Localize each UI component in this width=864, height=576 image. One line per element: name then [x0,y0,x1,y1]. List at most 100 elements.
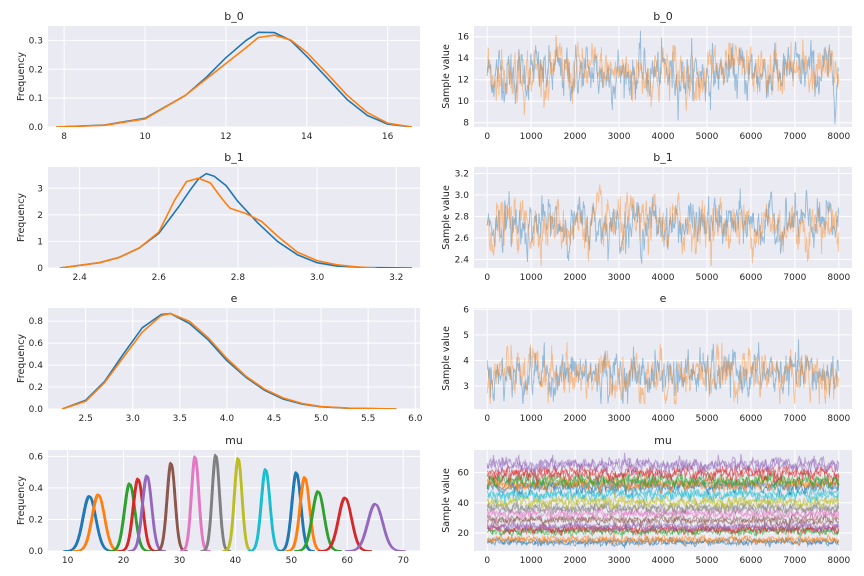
y-axis-label: Frequency [16,193,27,242]
mu-trace-line [486,500,840,516]
x-tick-label: 8000 [827,273,850,283]
panel-title: e [231,292,238,305]
b1_trace-panel: 0 1000 2000 3000 4000 5000 6000 7000 8000 2.4 2.6 2… [441,151,852,283]
mu-kde-line [286,476,325,551]
mu-kde-line [200,453,230,551]
b1_kde-panel: 2.4 2.6 2.8 3.0 3.2 0 1 2 3 b_1 Frequency [16,151,420,283]
trace-line-chain-1 [486,339,840,405]
mu_trace-series-group [486,452,840,550]
y-tick-label: 2.8 [455,212,470,222]
y-tick-label: 5 [463,331,469,341]
x-tick-label: 60 [342,556,354,566]
y-tick-label: 0.2 [29,515,43,525]
mu-kde-line [295,491,342,551]
y-axis-label: Frequency [16,334,27,383]
b0_trace-series-group [486,30,840,125]
x-tick-label: 2.8 [231,273,246,283]
mu-kde-line [109,483,152,551]
y-tick-label: 2.4 [455,255,470,265]
x-tick-label: 2.4 [72,273,87,283]
y-tick-label: 60 [458,469,470,479]
trace-line-chain-2 [486,342,840,405]
y-axis-label: Frequency [16,52,27,101]
x-tick-label: 6000 [739,556,762,566]
b0_kde-panel: 8 10 12 14 16 0.0 0.1 0.2 0.3 b_0 Frequency [16,10,420,142]
mu-kde-line [119,478,158,551]
x-tick-label: 6000 [739,132,762,142]
x-tick-label: 1000 [520,556,543,566]
x-tick-label: 4000 [652,556,675,566]
x-tick-label: 2.5 [79,414,93,424]
x-tick-label: 5000 [696,132,719,142]
y-tick-label: 0 [37,264,43,274]
y-axis-label: Sample value [441,44,452,109]
mu-kde-line [319,497,372,551]
x-tick-label: 4.5 [267,414,281,424]
y-tick-label: 0.2 [29,383,43,393]
mu_kde-series-group [63,453,406,551]
e_kde-series-group [61,312,397,409]
mu-kde-line [249,469,284,551]
mu-kde-line [223,458,254,551]
mu-kde-line [285,475,324,551]
x-tick-label: 4000 [652,414,675,424]
x-tick-label: 0 [484,132,490,142]
mu-kde-line [277,471,314,551]
b1_kde-plot-area [48,167,420,268]
trace-line-chain-2 [486,184,840,267]
x-tick-label: 2000 [564,414,587,424]
y-tick-label: 3.2 [455,169,469,179]
x-tick-label: 6.0 [408,414,423,424]
x-tick-label: 2000 [564,556,587,566]
x-tick-label: 0 [484,414,490,424]
x-tick-label: 3.0 [126,414,141,424]
x-tick-label: 6000 [739,414,762,424]
y-tick-label: 0.6 [29,339,44,349]
mu-kde-line [154,461,187,551]
y-axis-label: Sample value [441,185,452,250]
y-tick-label: 20 [458,529,470,539]
x-tick-label: 50 [286,556,298,566]
y-tick-label: 40 [458,499,470,509]
x-tick-label: 14 [301,132,313,142]
x-tick-label: 1000 [520,132,543,142]
y-axis-label: Sample value [441,468,452,533]
mu-trace-line [486,493,840,512]
x-tick-label: 3.0 [310,273,325,283]
x-tick-label: 6000 [739,273,762,283]
x-tick-label: 7000 [783,273,806,283]
y-tick-label: 4 [463,356,469,366]
mu-kde-line [155,462,188,551]
y-tick-label: 12 [458,76,469,86]
trace-line-chain-1 [486,30,840,125]
y-tick-label: 14 [458,54,470,64]
kde-line-chain-2 [56,34,413,127]
x-tick-label: 2.6 [152,273,167,283]
x-tick-label: 7000 [783,556,806,566]
x-tick-label: 40 [230,556,242,566]
mu-trace-line [486,452,840,477]
x-tick-label: 10 [62,556,74,566]
e_trace-series-group [486,339,840,405]
e_kde-plot-area [48,308,420,409]
x-tick-label: 3000 [608,414,631,424]
x-tick-label: 2000 [564,132,587,142]
mu-trace-line [486,512,840,528]
y-tick-label: 2 [37,211,43,221]
y-axis-label: Sample value [441,326,452,391]
b0_kde-plot-area [48,26,420,127]
x-tick-label: 5000 [696,273,719,283]
panel-title: mu [225,434,243,447]
y-tick-label: 0.4 [29,484,44,494]
y-tick-label: 0.2 [29,65,43,75]
mu-trace-line [486,506,840,523]
x-tick-label: 1000 [520,273,543,283]
mu-kde-line [118,477,157,551]
panel-title: b_1 [224,151,243,164]
b0_kde-series-group [56,31,413,127]
e_trace-panel: 0 1000 2000 3000 4000 5000 6000 7000 8000 3 4 5 6 e Sa… [441,292,852,424]
mu-trace-line [486,513,840,528]
x-tick-label: 5000 [696,414,719,424]
x-tick-label: 5000 [696,556,719,566]
